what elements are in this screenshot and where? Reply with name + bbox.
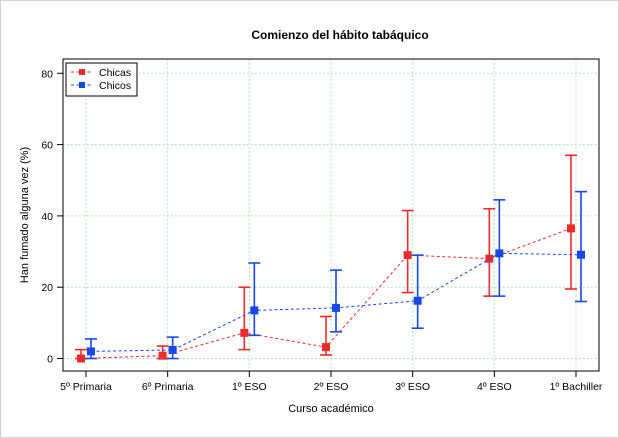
series-layer xyxy=(75,154,587,363)
data-point xyxy=(87,347,95,356)
data-point xyxy=(577,250,585,259)
x-tick-label: 6º Primaria xyxy=(142,381,194,393)
data-point xyxy=(168,345,177,354)
data-point xyxy=(240,328,249,337)
data-point xyxy=(567,224,575,233)
data-point xyxy=(495,249,504,258)
series-chicos xyxy=(85,190,587,360)
chart-title: Comienzo del hábito tabáquico xyxy=(251,28,428,42)
y-tick-label: 40 xyxy=(41,211,53,223)
legend-box xyxy=(65,62,138,97)
x-tick-label: 2º ESO xyxy=(314,381,349,393)
data-point xyxy=(158,351,167,360)
data-point xyxy=(77,354,85,363)
data-point xyxy=(403,251,412,260)
y-tick-label: 20 xyxy=(41,282,53,294)
grid xyxy=(63,59,599,371)
x-tick-label: 1º ESO xyxy=(232,381,267,393)
y-axis-label: Han fumado alguna vez (%) xyxy=(19,147,31,283)
legend-label: Chicos xyxy=(99,80,131,92)
x-tick-label: 4º ESO xyxy=(477,381,512,393)
legend-marker xyxy=(79,69,85,75)
y-tick-label: 80 xyxy=(41,68,53,80)
legend-label: Chicas xyxy=(99,67,131,79)
y-axis: 0 20 40 60 80 xyxy=(41,68,63,366)
data-point xyxy=(250,306,259,315)
data-point xyxy=(322,343,330,352)
x-axis-label: Curso académico xyxy=(288,403,374,415)
x-tick-label: 1º Bachiller xyxy=(550,381,603,393)
x-tick-label: 5º Primaria xyxy=(60,381,112,393)
y-tick-label: 60 xyxy=(41,140,53,152)
x-axis: 5º Primaria 6º Primaria 1º ESO 2º ESO 3º ESO… xyxy=(60,371,603,393)
data-point xyxy=(332,303,340,312)
data-point xyxy=(413,296,422,305)
legend-marker xyxy=(79,82,85,88)
series-chicas xyxy=(75,154,577,363)
y-tick-label: 0 xyxy=(47,354,53,366)
x-tick-label: 3º ESO xyxy=(395,381,430,393)
